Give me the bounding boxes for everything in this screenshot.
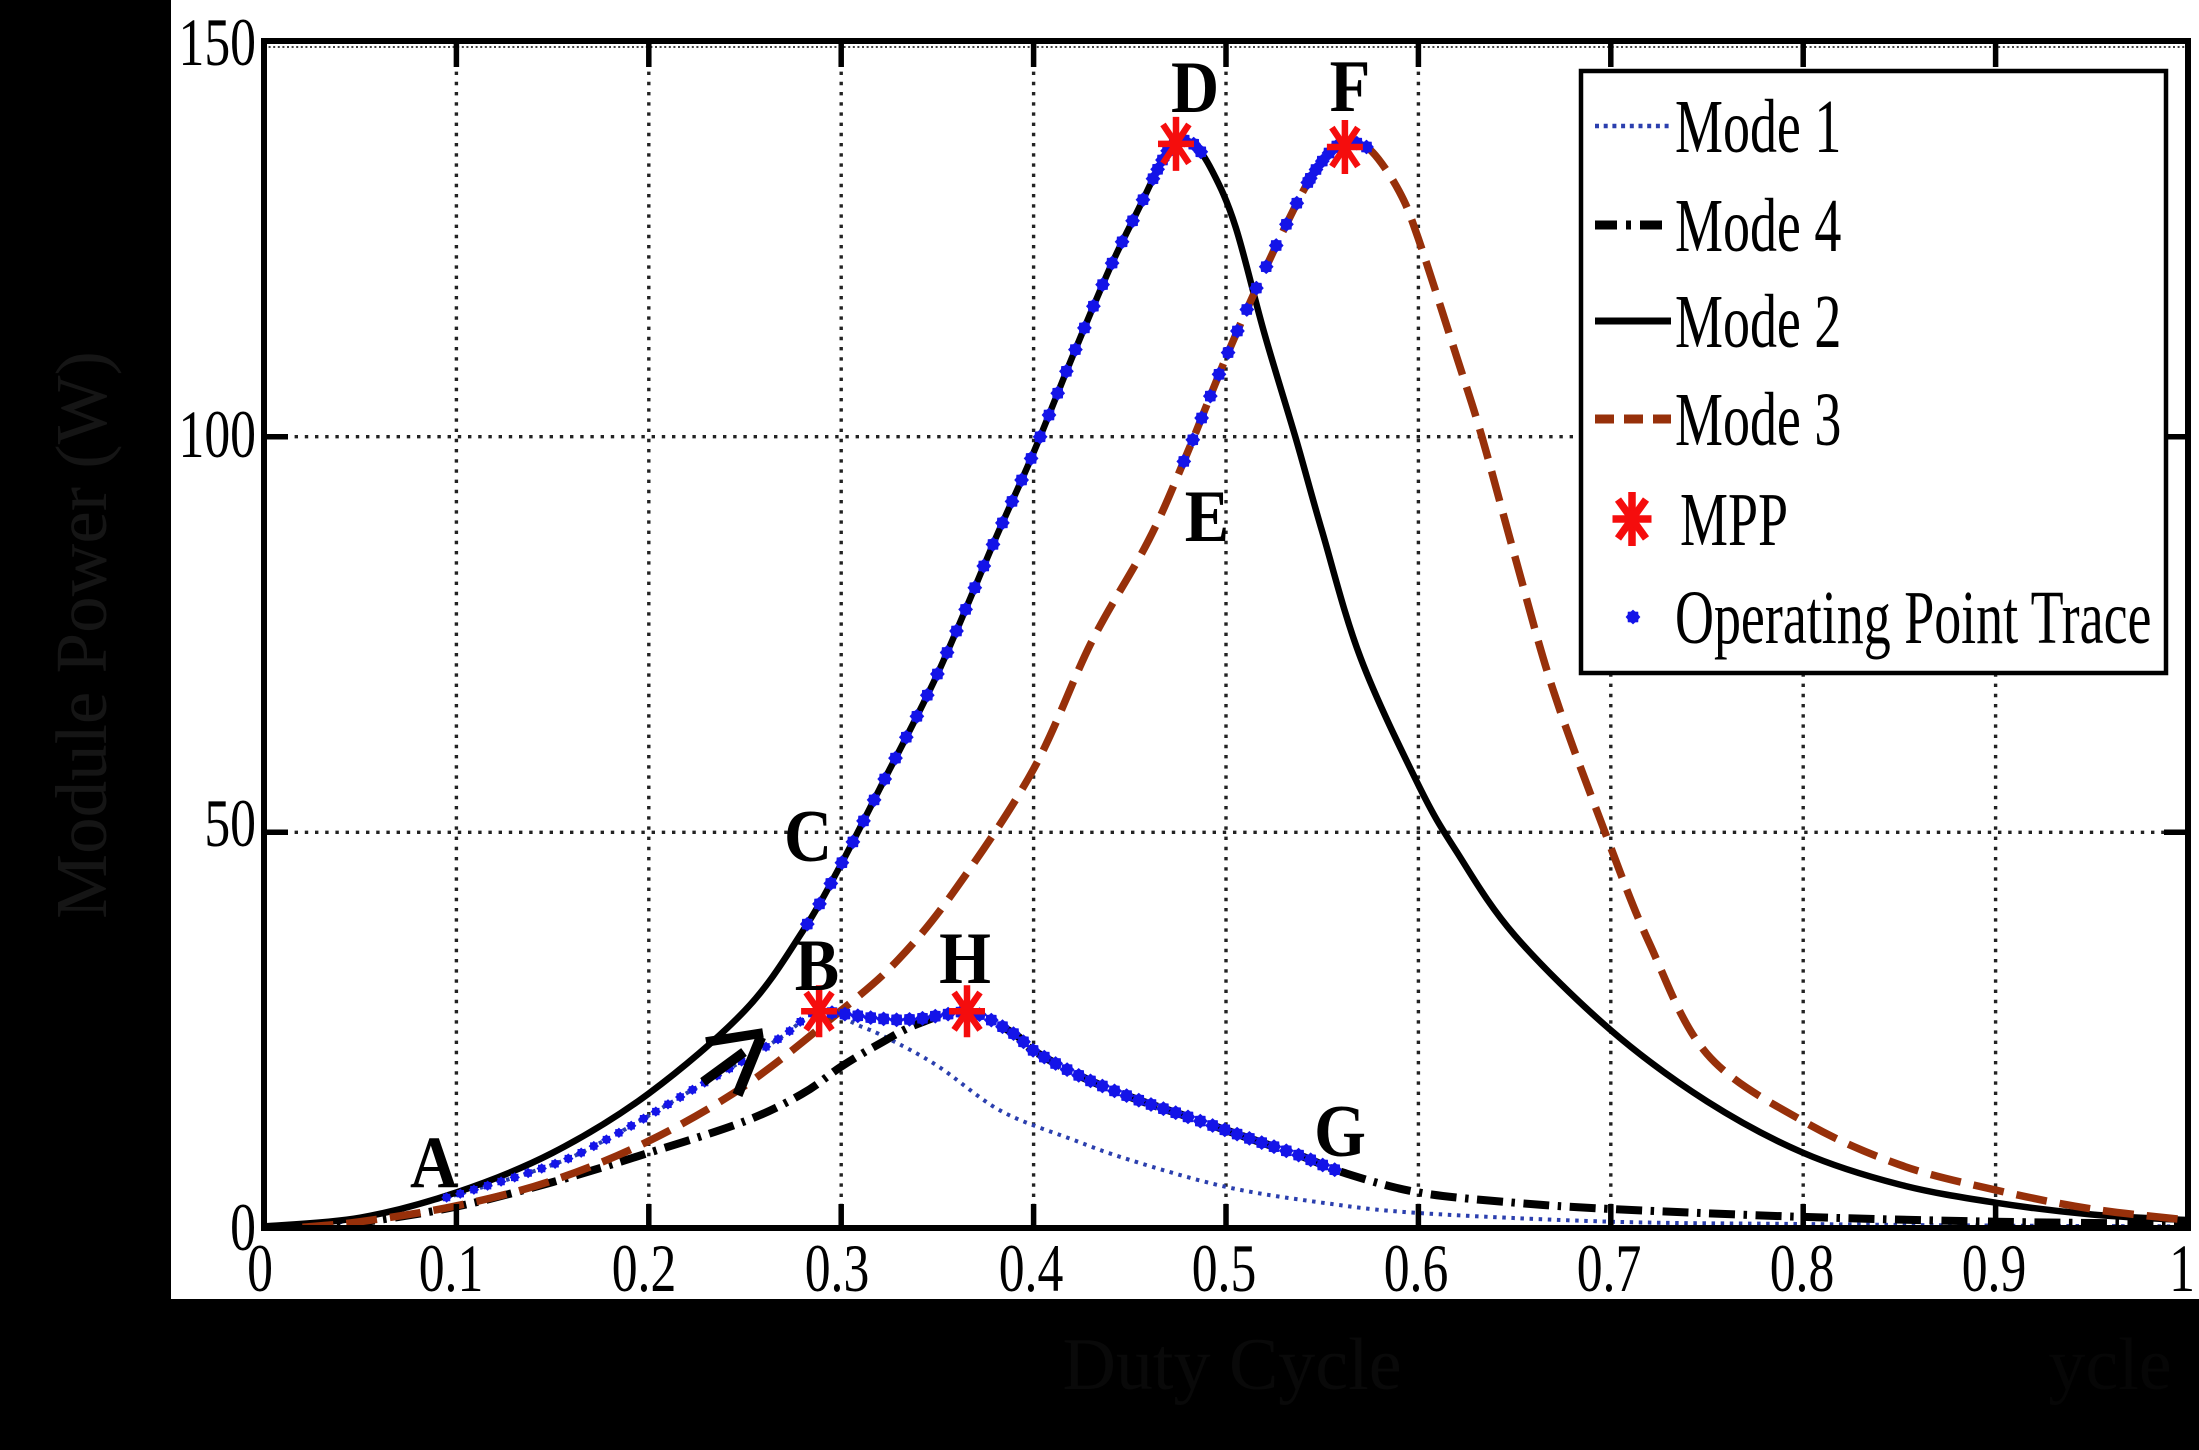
svg-text:H: H	[939, 918, 991, 1000]
svg-text:Operating Point Trace: Operating Point Trace	[1675, 576, 2151, 660]
svg-text:Mode 3: Mode 3	[1675, 378, 1841, 462]
svg-text:0.6: 0.6	[1384, 1231, 1449, 1306]
svg-text:MPP: MPP	[1680, 478, 1788, 562]
svg-text:0.1: 0.1	[419, 1231, 484, 1306]
svg-text:C: C	[784, 796, 832, 878]
svg-text:0.8: 0.8	[1770, 1231, 1835, 1306]
svg-text:0.3: 0.3	[805, 1231, 870, 1306]
svg-text:0.5: 0.5	[1192, 1231, 1257, 1306]
svg-text:ycle: ycle	[2048, 1324, 2171, 1406]
svg-text:B: B	[795, 925, 839, 1007]
svg-text:D: D	[1171, 47, 1219, 129]
svg-text:Duty Cycle: Duty Cycle	[1062, 1324, 1401, 1406]
svg-text:E: E	[1185, 476, 1229, 558]
svg-text:Mode 4: Mode 4	[1675, 184, 1841, 268]
svg-text:F: F	[1330, 46, 1371, 128]
svg-text:Module Power (W): Module Power (W)	[41, 351, 122, 919]
svg-text:50: 50	[204, 786, 256, 861]
svg-text:0.2: 0.2	[612, 1231, 677, 1306]
svg-text:0.9: 0.9	[1962, 1231, 2027, 1306]
svg-text:0: 0	[247, 1231, 273, 1306]
svg-text:0.7: 0.7	[1577, 1231, 1642, 1306]
svg-text:A: A	[410, 1122, 458, 1204]
svg-text:1: 1	[2169, 1231, 2195, 1306]
svg-text:Mode 1: Mode 1	[1675, 85, 1841, 169]
svg-text:100: 100	[179, 397, 256, 472]
svg-text:G: G	[1314, 1091, 1366, 1173]
svg-text:150: 150	[179, 5, 256, 80]
svg-text:Mode 2: Mode 2	[1675, 280, 1841, 364]
svg-text:0.4: 0.4	[999, 1231, 1064, 1306]
svg-text:0: 0	[230, 1190, 256, 1265]
